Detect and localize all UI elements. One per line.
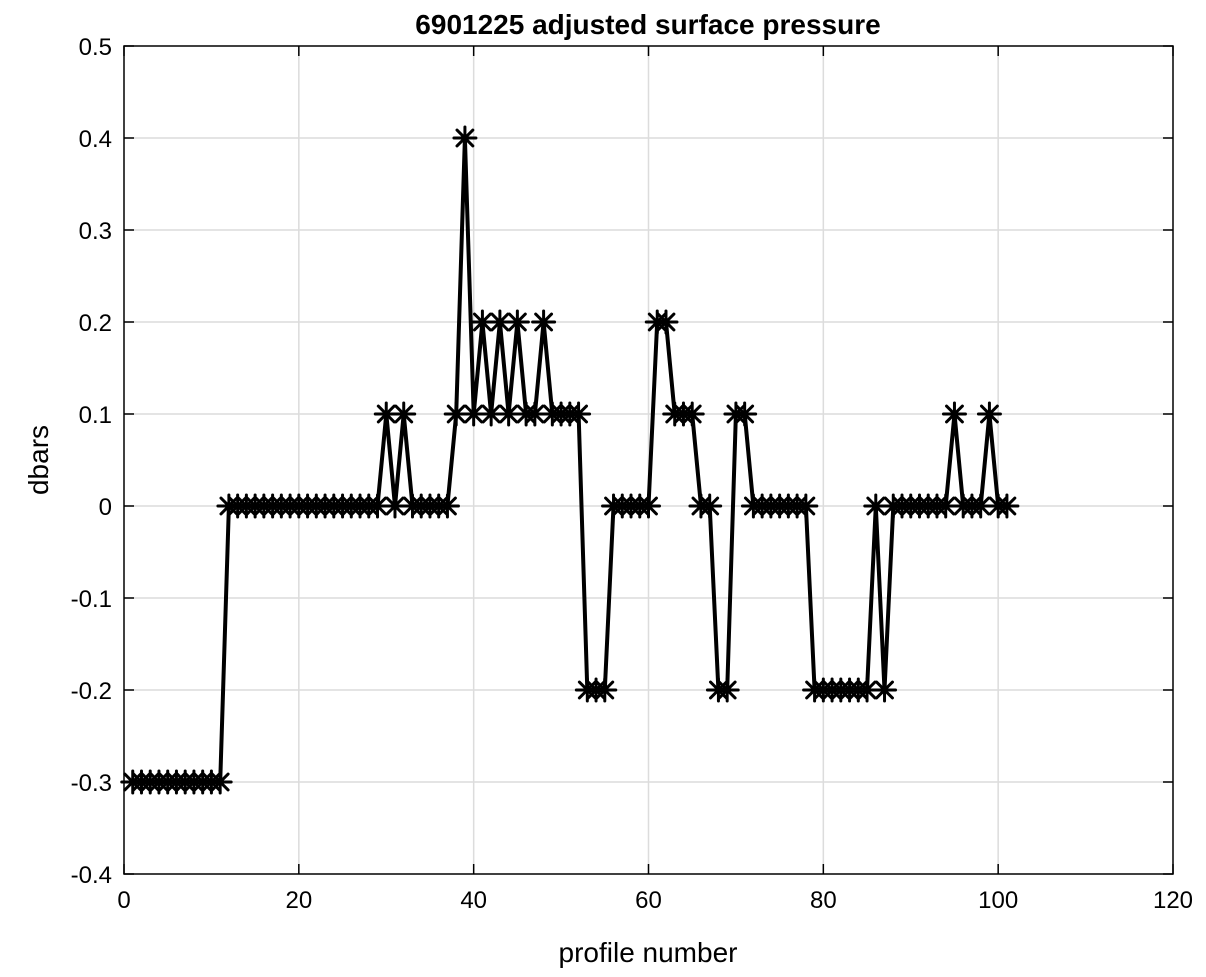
x-tick-label: 120 [1153,887,1193,914]
data-point [531,309,557,335]
y-tick-label: 0.4 [79,126,112,153]
y-tick-label: 0.5 [79,34,112,61]
series-group [120,125,1020,795]
data-point [976,401,1002,427]
grid [124,46,1173,874]
y-tick-label: 0.3 [79,218,112,245]
data-point [434,493,460,519]
data-point [443,401,469,427]
y-tick-label: -0.3 [71,770,112,797]
y-tick-label: -0.1 [71,586,112,613]
data-point [994,493,1020,519]
data-point [487,309,513,335]
data-point [452,125,478,151]
data-point [504,309,530,335]
x-axis-label: profile number [559,937,738,968]
series-line [130,136,1009,784]
data-point [679,401,705,427]
data-point [714,677,740,703]
data-point [854,677,880,703]
data-point [872,677,898,703]
data-point [592,677,618,703]
data-point [636,493,661,519]
series-markers [120,125,1020,795]
y-tick-label: 0.1 [79,402,112,429]
data-point [391,401,417,427]
x-tick-label: 100 [978,887,1018,914]
x-tick-label: 20 [285,887,312,914]
data-point [566,401,592,427]
data-point [653,309,679,335]
data-point [941,401,967,427]
data-point [732,401,758,427]
data-point [469,309,495,335]
ticks: 0 20 40 60 80 100 120 -0.4 -0.3 -0.2 -0.1 0 0.1 0.2 0.… [71,34,1193,914]
y-tick-label: -0.4 [71,862,112,889]
x-tick-label: 60 [635,887,662,914]
y-tick-label: -0.2 [71,678,112,705]
y-axis-label: dbars [23,425,54,495]
x-tick-label: 40 [460,887,487,914]
chart-title: 6901225 adjusted surface pressure [415,9,880,40]
y-tick-label: 0.2 [79,310,112,337]
y-tick-label: 0 [99,494,112,521]
data-point [697,493,723,519]
data-point [382,493,408,519]
data-point [793,493,819,519]
data-point [207,769,233,795]
x-tick-label: 80 [810,887,837,914]
x-tick-label: 0 [117,887,130,914]
